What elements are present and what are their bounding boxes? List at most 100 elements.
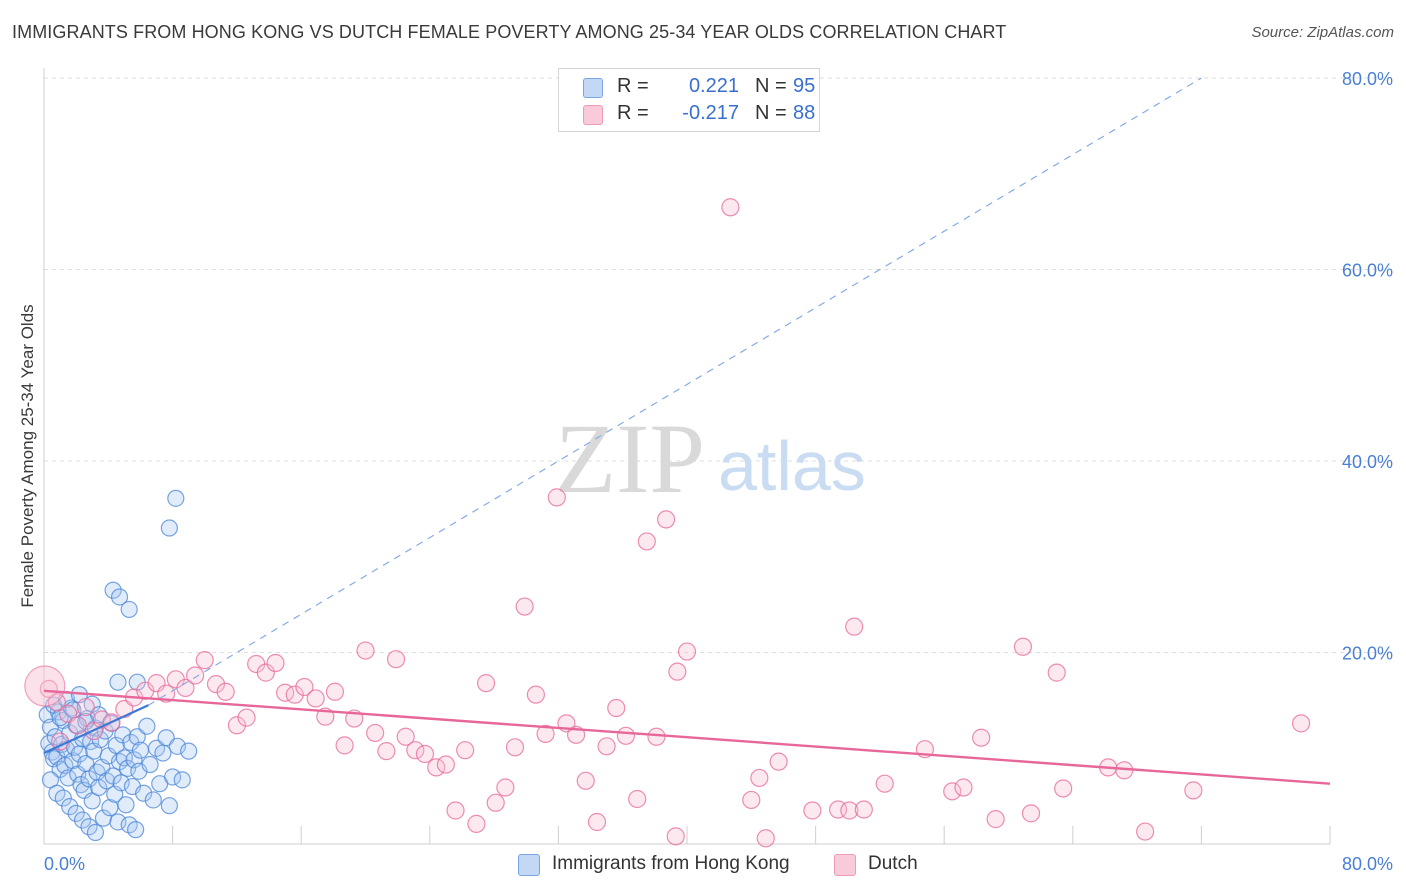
data-point	[67, 804, 85, 822]
legend-swatch-blue	[583, 78, 603, 98]
data-point	[607, 698, 626, 718]
data-point	[109, 673, 127, 691]
legend-r-label: R =	[617, 75, 649, 97]
data-point	[406, 741, 425, 760]
data-point	[176, 678, 195, 698]
data-point	[173, 771, 191, 789]
data-point	[486, 793, 505, 812]
axes	[43, 68, 1331, 845]
data-point	[1054, 779, 1073, 798]
data-point	[446, 801, 465, 820]
chart-title: IMMIGRANTS FROM HONG KONG VS DUTCH FEMAL…	[12, 22, 1007, 42]
data-point	[131, 741, 150, 759]
data-point	[597, 737, 616, 756]
data-point	[972, 728, 991, 747]
data-point	[167, 489, 185, 507]
x-tick-label: 80.0%	[1342, 854, 1393, 874]
data-point	[237, 708, 256, 727]
data-point	[840, 801, 859, 820]
data-point	[456, 741, 475, 760]
data-point	[160, 797, 178, 815]
legend-n-label: N =	[755, 75, 787, 97]
y-tick-label: 60.0%	[1342, 261, 1393, 281]
data-point	[73, 811, 92, 829]
data-point	[657, 510, 676, 529]
data-point	[496, 778, 515, 797]
x-tick-label: 0.0%	[44, 854, 85, 874]
data-point	[803, 801, 822, 820]
watermark-atlas: atlas	[718, 427, 866, 505]
data-point	[138, 717, 156, 735]
data-point	[117, 796, 135, 814]
data-point	[39, 679, 58, 698]
data-point	[195, 651, 214, 670]
data-point	[476, 674, 496, 693]
data-point	[135, 784, 153, 802]
data-point	[616, 726, 636, 745]
legend-swatch-pink	[583, 105, 603, 125]
watermark: ZIP atlas	[555, 403, 866, 514]
data-point	[576, 771, 595, 790]
data-point	[647, 727, 666, 746]
data-point	[110, 588, 129, 606]
data-point	[396, 727, 415, 746]
data-point	[335, 736, 354, 755]
data-point	[769, 752, 788, 771]
trend-lines	[43, 77, 1331, 785]
legend-n-label: N =	[755, 102, 787, 124]
data-point	[1021, 804, 1041, 823]
data-point	[547, 488, 566, 507]
data-point	[64, 752, 82, 770]
data-point	[467, 814, 486, 833]
data-point	[954, 778, 973, 797]
data-point	[120, 600, 138, 619]
x-tick-labels: 0.0% 80.0%	[44, 854, 1393, 874]
legend-n-value: 95	[793, 75, 816, 97]
data-point	[587, 812, 607, 832]
data-point	[144, 791, 162, 809]
trend-line-hong-kong-extension	[148, 77, 1202, 706]
data-point	[107, 736, 125, 754]
data-point	[536, 724, 555, 743]
data-point	[1184, 781, 1203, 800]
data-point	[76, 697, 95, 717]
data-point	[256, 663, 275, 682]
data-point	[366, 723, 385, 743]
y-tick-label: 80.0%	[1342, 69, 1393, 89]
trend-line-dutch	[43, 689, 1331, 785]
data-point	[164, 768, 182, 786]
data-point	[668, 662, 687, 681]
series-legend: Immigrants from Hong Kong Dutch	[0, 852, 1406, 878]
series-hong-kong-points	[38, 489, 198, 842]
data-point	[854, 800, 873, 819]
legend-r-value: -0.217	[682, 102, 739, 124]
data-point	[80, 818, 98, 836]
data-point	[875, 774, 894, 793]
correlation-legend: R = 0.221 N = 95 R = -0.217 N = 88	[558, 68, 820, 132]
data-point	[845, 617, 864, 636]
data-point	[109, 813, 127, 831]
data-point	[118, 759, 137, 777]
data-point	[325, 682, 345, 701]
data-point	[168, 737, 187, 755]
legend-r-label: R =	[617, 102, 649, 124]
data-point	[206, 674, 226, 694]
data-point	[54, 789, 72, 807]
data-point	[415, 744, 435, 764]
data-point	[128, 728, 146, 746]
data-point	[943, 782, 962, 801]
y-tick-labels: 20.0% 40.0% 60.0% 80.0%	[1342, 69, 1393, 664]
data-point	[628, 789, 647, 809]
source-credit: Source: ZipAtlas.com	[1251, 24, 1394, 41]
data-point	[677, 642, 697, 661]
legend-n-value: 88	[793, 102, 816, 124]
data-point	[112, 774, 130, 792]
trend-line-hong-kong	[43, 704, 149, 755]
data-point	[756, 829, 775, 848]
data-point	[637, 532, 656, 551]
data-point	[127, 821, 145, 839]
data-point	[742, 790, 761, 810]
legend-label: Immigrants from Hong Kong	[552, 853, 790, 874]
data-point	[505, 738, 525, 757]
